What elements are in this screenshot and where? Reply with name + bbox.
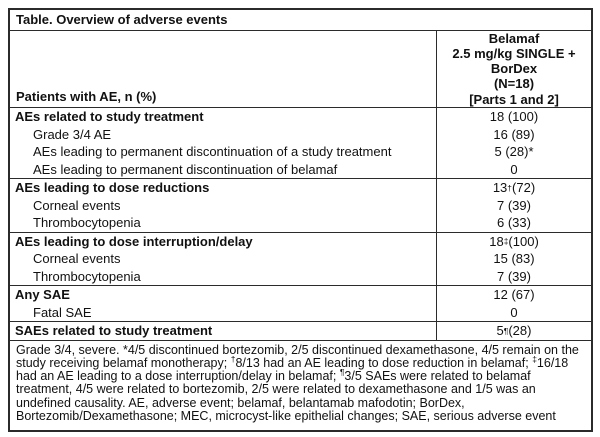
table-row: Thrombocytopenia 6 (33)	[10, 214, 591, 232]
row-label: Thrombocytopenia	[33, 268, 141, 284]
row-label: Corneal events	[33, 197, 121, 213]
table-row: Grade 3/4 AE 16 (89)	[10, 125, 591, 143]
table-section: AEs related to study treatment 18 (100) Gr…	[10, 108, 591, 179]
table-row: Any SAE 12 (67)	[10, 286, 591, 304]
table-row: AEs leading to permanent discontinuation…	[10, 143, 591, 161]
row-value: 0	[436, 160, 591, 178]
header-line: [Parts 1 and 2]	[469, 91, 559, 107]
row-value: 16 (89)	[436, 125, 591, 143]
row-label: Thrombocytopenia	[33, 215, 141, 231]
table-row: Fatal SAE 0	[10, 303, 591, 321]
row-value: 15 (83)	[436, 250, 591, 268]
footnote-marker: †	[230, 353, 236, 364]
table-row: AEs related to study treatment 18 (100)	[10, 108, 591, 126]
row-value: 12 (67)	[436, 286, 591, 304]
table-row: Corneal events 15 (83)	[10, 250, 591, 268]
table-footnote: Grade 3/4, severe. *4/5 discontinued bor…	[16, 342, 579, 423]
row-value: 5 ¶ (28)	[436, 322, 591, 340]
header-patients-with-ae: Patients with AE, n (%)	[16, 89, 157, 104]
row-label: Grade 3/4 AE	[33, 126, 112, 142]
table-section: AEs leading to dose interruption/delay 18…	[10, 232, 591, 286]
header-line: BorDex	[490, 61, 538, 77]
row-label: AEs leading to permanent discontinuation…	[33, 144, 392, 160]
footnote-marker: ¶	[339, 366, 345, 377]
row-label: AEs leading to dose interruption/delay	[15, 233, 253, 249]
row-value: 7 (39)	[436, 267, 591, 285]
table-row: Thrombocytopenia 7 (39)	[10, 267, 591, 285]
adverse-events-table: Table. Overview of adverse events Patien…	[8, 8, 593, 432]
table-row: SAEs related to study treatment 5 ¶ (28)	[10, 322, 591, 340]
row-label: AEs related to study treatment	[15, 109, 204, 125]
table-header-row: Patients with AE, n (%) Belamaf 2.5 mg/kg…	[10, 30, 591, 108]
row-value: 0	[436, 303, 591, 321]
table-section: AEs leading to dose reductions 13 † (72) Co…	[10, 179, 591, 233]
table-title: Table. Overview of adverse events	[10, 10, 591, 31]
header-line: Belamaf	[488, 30, 540, 46]
row-label: AEs leading to permanent discontinuation…	[33, 161, 338, 177]
table-row: AEs leading to permanent discontinuation…	[10, 160, 591, 178]
row-label: SAEs related to study treatment	[15, 323, 213, 339]
header-line: (N=18)	[493, 76, 535, 92]
row-value: 18 (100)	[436, 108, 591, 126]
table-row: AEs leading to dose interruption/delay 18…	[10, 232, 591, 250]
header-line: 2.5 mg/kg SINGLE +	[452, 45, 576, 61]
table-section: Any SAE 12 (67) Fatal SAE 0	[10, 286, 591, 322]
table-row: Corneal events 7 (39)	[10, 196, 591, 214]
row-label: Fatal SAE	[33, 304, 92, 320]
table-section: SAEs related to study treatment 5 ¶ (28)	[10, 322, 591, 341]
row-value: 13 † (72)	[436, 179, 591, 197]
row-value: 6 (33)	[436, 214, 591, 232]
row-label: Any SAE	[15, 287, 70, 303]
row-label: Corneal events	[33, 251, 121, 267]
row-value: 18 ‡ (100)	[436, 232, 591, 250]
row-value: 5 (28)*	[436, 143, 591, 161]
row-label: AEs leading to dose reductions	[15, 180, 210, 196]
table-row: AEs leading to dose reductions 13 † (72)	[10, 179, 591, 197]
table-body: AEs related to study treatment 18 (100) Gr…	[10, 108, 591, 341]
footnote-marker: ‡	[532, 353, 537, 364]
header-col-belamaf: Belamaf 2.5 mg/kg SINGLE + BorDex (N=18) [Pa…	[436, 30, 591, 107]
row-value: 7 (39)	[436, 196, 591, 214]
